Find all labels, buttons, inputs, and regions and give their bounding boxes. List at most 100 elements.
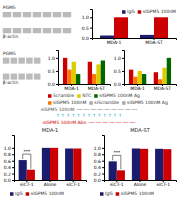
tick-mark [12,148,14,149]
figure: PGM5β-actin0.00.51.0MDA-1MDA-STIgGsiGPM5… [0,0,178,204]
tick-label: 1.0 [114,56,121,61]
annotation: *** [23,149,31,154]
tick-mark [102,180,104,181]
tick-mark [12,167,14,168]
tick-label: 1.0 [4,146,11,151]
bar [42,148,50,180]
tick-label: 0.5 [48,69,55,74]
tick-label: Alone [134,182,147,187]
tick: Alone [134,180,147,187]
blot-band [3,74,10,80]
tick-mark [90,38,92,39]
legend-item: Scramble [48,93,74,98]
tick: 0.0 [82,36,92,41]
tick: 1.0 [48,56,58,61]
blot-band [13,28,22,33]
legend-item: IgG [10,191,23,196]
tick: 0.5 [82,26,92,31]
legend-label: siGPM5 100nM [121,191,154,196]
tick: 1.0 [114,56,124,61]
tick: siCT-1 [156,180,170,187]
blot-band [18,74,25,80]
tick-mark [122,71,124,72]
legend-swatch [10,192,14,196]
bar [117,170,125,180]
blot-band [43,28,52,33]
legend: IgGsiGPM5 100nM [10,191,64,196]
tick: 0.6 [94,159,104,164]
tick: MDA-ST [145,38,163,45]
tick: MDA-1 [64,84,79,91]
bar [92,74,96,84]
blot-band [3,12,12,17]
tick-label: 0.8 [4,152,11,157]
tick-label: 1.0 [94,146,101,151]
tick-mark [90,28,92,29]
tick: siCT-1 [66,180,80,187]
title: MDA-1 [42,127,58,133]
legend-item: siGPM5 100nM [138,9,176,14]
axis-line [93,39,177,41]
tick-label: 0.0 [82,36,89,41]
tick-label: MDA-1 [107,40,122,45]
bar-panel: 0.00.51.0MDA-1MDA-ST [48,51,111,92]
blot-band [23,28,32,33]
legend-swatch [122,101,126,105]
blot-label: β-actin [3,80,19,85]
bar [114,17,128,38]
legend: siGPM5 100nMsiScramblesiGPM5 100nM Ag [48,100,168,105]
annotation: siGPM5 100nM Abs: ── ── ── ── ── ── ── [43,120,136,125]
legend: IgG siGPM5 100nM [100,191,154,196]
legend-swatch [116,192,120,196]
axis-line [90,10,93,39]
legend-label: siGPM5 100nM Ag [99,93,140,98]
axis: MDA-1MDA-ST [59,84,111,91]
tick: 0.5 [114,69,124,74]
tick: 0.0 [4,178,14,183]
legend-swatch [89,101,93,105]
tick: 0.0 [114,82,124,87]
bar [133,77,137,84]
blot-band [33,28,42,33]
legend-item: IgG [100,191,113,196]
blot-band [3,58,10,64]
legend-swatch [94,94,98,98]
bar-panel: 0.00.20.40.60.81.0siCT-1AlonesiCT-1MDA-S… [94,127,177,187]
legend-swatch [48,101,52,105]
bar [155,149,163,180]
blot-band [26,58,33,64]
tick-label: 1.0 [48,56,55,61]
tick-label: 0.6 [94,159,101,164]
tick-label: siCT-1 [20,182,34,187]
blot-band [11,58,18,64]
blot-band [63,28,72,33]
bar [65,149,73,181]
bar [27,170,35,180]
legend-swatch [26,192,30,196]
legend-label: siGPM5 100nM [143,9,176,14]
blot-band [3,28,12,33]
legend: IgGsiGPM5 100nM [122,9,176,14]
blot-band [53,28,62,33]
blot-band [63,12,72,17]
legend-item: siGPM5 100nM [48,100,86,105]
tick: 0.4 [4,165,14,170]
axis: siCT-1AlonesiCT-1 [105,180,177,187]
tick-mark [102,167,104,168]
legend-label: IgG [105,191,113,196]
tick-mark [12,161,14,162]
blot-band [34,74,41,80]
blot-band [43,12,52,17]
tick: 0.4 [94,165,104,170]
bar [140,35,154,38]
tick-mark [12,154,14,155]
tick-mark [102,148,104,149]
tick-label: 0.5 [114,69,121,74]
legend-swatch [48,94,52,98]
bar [76,74,80,84]
blot-band [26,74,33,80]
legend-swatch [122,10,126,14]
bar [140,149,148,180]
bar-panel: 0.00.51.0MDA-1MDA-ST [82,10,177,46]
bar [129,70,133,84]
